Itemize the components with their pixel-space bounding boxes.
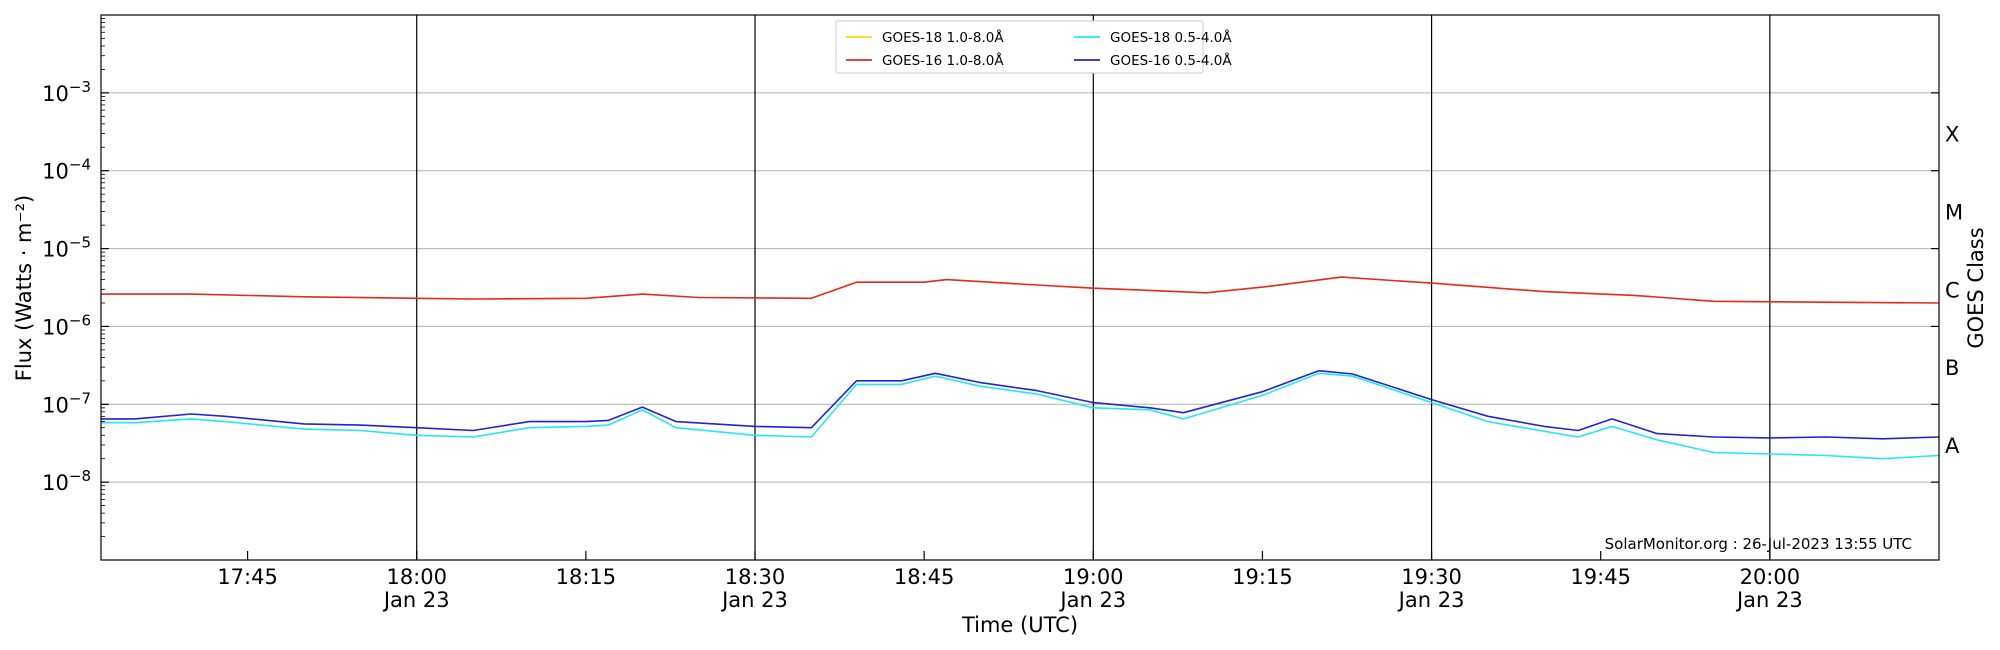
x-tick-label: 17:45 xyxy=(217,565,278,589)
x-tick-label: 18:45 xyxy=(894,565,955,589)
x-tick-label: 19:30 xyxy=(1401,565,1462,589)
y-tick-label: 10−6 xyxy=(42,311,91,339)
x-tick-sublabel: Jan 23 xyxy=(382,588,450,612)
x-tick-label: 20:00 xyxy=(1740,565,1801,589)
x-tick-sublabel: Jan 23 xyxy=(1397,588,1465,612)
x-tick-label: 18:30 xyxy=(725,565,786,589)
y-tick-label: 10−7 xyxy=(42,389,91,417)
series-layer xyxy=(101,276,1939,460)
goes-class-axis-title: GOES Class xyxy=(1964,227,1988,348)
x-axis-title: Time (UTC) xyxy=(961,613,1078,637)
series-line xyxy=(101,276,1939,304)
plot-frame xyxy=(100,14,1940,561)
series-line xyxy=(101,372,1939,460)
x-tick-label: 18:00 xyxy=(386,565,447,589)
legend-label: GOES-16 0.5-4.0Å xyxy=(1110,52,1232,69)
y-tick-label: 10−8 xyxy=(42,467,91,495)
legend-box xyxy=(835,20,1204,74)
legend: GOES-18 1.0-8.0Å GOES-16 1.0-8.0Å GOES-18 … xyxy=(835,20,1232,74)
x-tick-sublabel: Jan 23 xyxy=(1735,588,1803,612)
y-tick-label: 10−4 xyxy=(42,156,91,184)
x-tick-label: 19:45 xyxy=(1570,565,1631,589)
x-tick-sublabel: Jan 23 xyxy=(1058,588,1126,612)
y-axis-title: Flux (Watts · m⁻²) xyxy=(12,195,36,381)
x-tick-label: 19:15 xyxy=(1232,565,1293,589)
x-tick-label: 18:15 xyxy=(556,565,617,589)
goes-class-label: C xyxy=(1945,278,1960,302)
legend-label: GOES-16 1.0-8.0Å xyxy=(882,52,1004,69)
goes-class-label: M xyxy=(1945,200,1963,224)
grid-layer xyxy=(101,15,1939,560)
goes-class-label: A xyxy=(1945,434,1960,458)
series-line xyxy=(101,369,1939,440)
x-tick-label: 19:00 xyxy=(1063,565,1124,589)
y-tick-label: 10−3 xyxy=(42,78,91,106)
goes-class-label: X xyxy=(1945,123,1959,147)
legend-label: GOES-18 1.0-8.0Å xyxy=(882,29,1004,46)
x-tick-sublabel: Jan 23 xyxy=(720,588,788,612)
y-tick-label: 10−5 xyxy=(42,234,91,262)
source-annotation: SolarMonitor.org : 26-Jul-2023 13:55 UTC xyxy=(1605,535,1912,553)
legend-label: GOES-18 0.5-4.0Å xyxy=(1110,29,1232,46)
axis-layer xyxy=(100,14,1940,561)
goes-class-label: B xyxy=(1945,356,1959,380)
